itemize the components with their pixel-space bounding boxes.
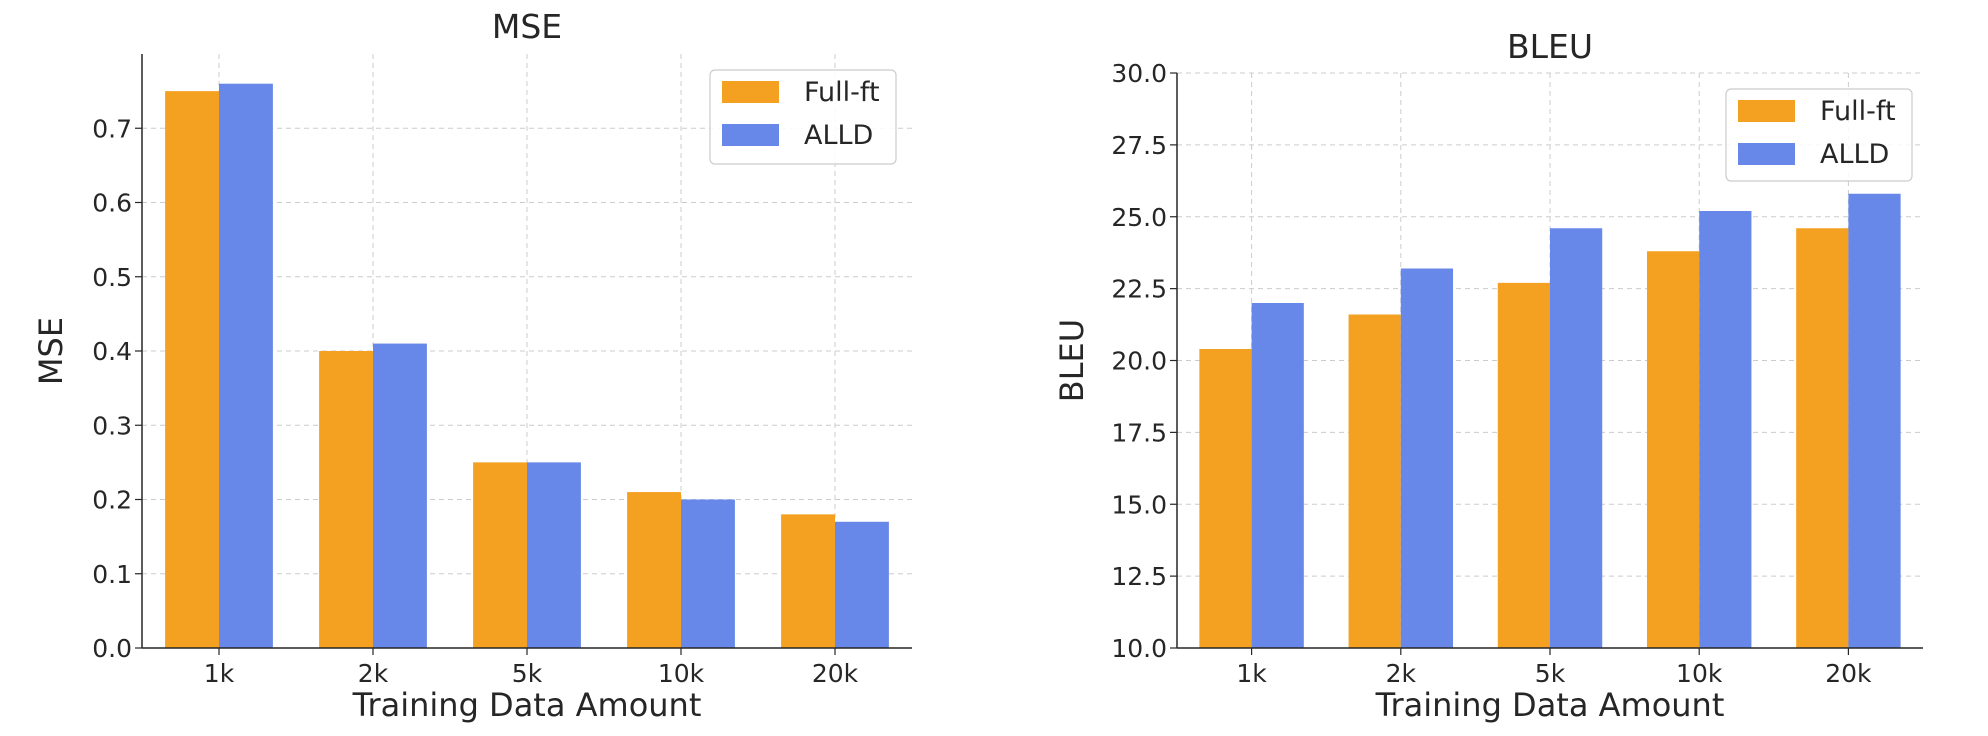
legend-swatch — [1738, 100, 1795, 122]
bar-full-ft — [781, 514, 835, 648]
bar-full-ft — [319, 351, 373, 648]
bar-alld — [1550, 228, 1603, 648]
legend-label: Full-ft — [1820, 96, 1896, 127]
y-tick-label: 0.1 — [92, 560, 132, 589]
y-tick-label: 0.5 — [92, 263, 132, 292]
bar-alld — [681, 499, 735, 648]
bar-full-ft — [165, 91, 219, 648]
legend: Full-ft ALLD — [1725, 88, 1913, 182]
bar-alld — [219, 83, 273, 648]
x-tick-label: 2k — [358, 659, 389, 688]
y-tick-label: 0.3 — [92, 411, 132, 440]
mse-chart: 0.0 0.1 0.2 0.3 0.4 0.5 0.6 0.7 1k 2k 5k 10k 20k MSE T… — [32, 7, 912, 724]
x-tick-label: 5k — [512, 659, 543, 688]
legend-swatch — [722, 81, 779, 103]
y-tick-label: 12.5 — [1111, 562, 1167, 591]
x-tick-label: 5k — [1535, 659, 1566, 688]
x-tick-label: 10k — [1676, 659, 1723, 688]
x-tick-label: 20k — [1825, 659, 1872, 688]
y-tick-label: 30.0 — [1111, 59, 1167, 88]
legend-label: Full-ft — [804, 77, 880, 108]
bar-full-ft — [473, 462, 527, 648]
bar-alld — [1699, 211, 1752, 648]
bar-alld — [373, 343, 427, 648]
legend: Full-ft ALLD — [709, 69, 897, 165]
bar-full-ft — [1646, 251, 1700, 648]
x-tick-label: 1k — [204, 659, 235, 688]
y-tick-label: 22.5 — [1111, 275, 1167, 304]
chart-title: BLEU — [1507, 27, 1593, 66]
x-tick-label: 10k — [658, 659, 705, 688]
x-tick-label: 1k — [1236, 659, 1267, 688]
x-tick-label: 2k — [1386, 659, 1417, 688]
legend-swatch — [1738, 143, 1795, 165]
x-axis-label: Training Data Amount — [352, 686, 702, 724]
x-axis-label: Training Data Amount — [1375, 686, 1725, 724]
y-tick-label: 20.0 — [1111, 347, 1167, 376]
y-tick-label: 17.5 — [1111, 418, 1167, 447]
bar-alld — [1400, 268, 1454, 648]
legend-swatch — [722, 124, 779, 146]
bar-full-ft — [1796, 228, 1849, 648]
chart-title: MSE — [492, 7, 562, 46]
legend-label: ALLD — [804, 120, 873, 151]
x-tick-label: 20k — [812, 659, 859, 688]
bar-alld — [527, 462, 581, 648]
bar-full-ft — [1497, 282, 1550, 648]
bleu-chart: 10.0 12.5 15.0 17.5 20.0 22.5 25.0 27.5 30.0 1k 2k… — [1053, 27, 1923, 724]
y-tick-label: 10.0 — [1111, 634, 1167, 663]
y-axis-label: MSE — [32, 317, 70, 385]
y-tick-label: 0.4 — [92, 337, 132, 366]
bar-full-ft — [1348, 314, 1401, 648]
y-tick-label: 0.7 — [92, 114, 132, 143]
y-tick-label: 25.0 — [1111, 203, 1167, 232]
y-tick-label: 27.5 — [1111, 131, 1167, 160]
legend-label: ALLD — [1820, 139, 1889, 170]
bar-full-ft — [627, 492, 681, 648]
y-axis-label: BLEU — [1053, 319, 1091, 402]
bar-full-ft — [1199, 349, 1252, 648]
y-tick-label: 0.6 — [92, 189, 132, 218]
bar-alld — [835, 521, 889, 648]
bar-alld — [1251, 303, 1304, 648]
y-tick-label: 0.0 — [92, 634, 132, 663]
y-tick-label: 15.0 — [1111, 490, 1167, 519]
bar-alld — [1848, 193, 1901, 648]
y-tick-label: 0.2 — [92, 486, 132, 515]
